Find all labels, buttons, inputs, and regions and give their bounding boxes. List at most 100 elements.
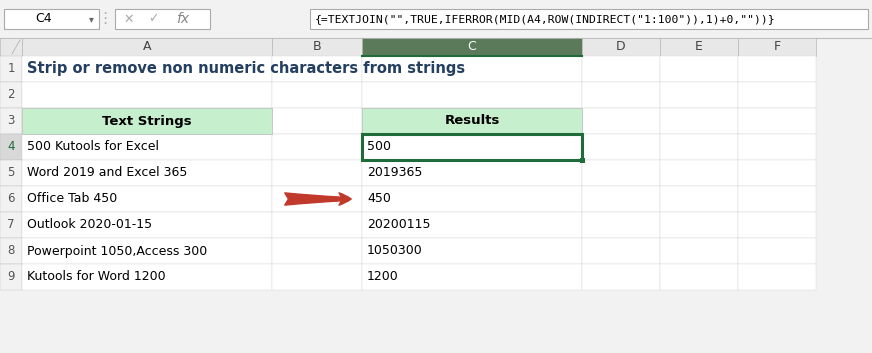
Text: Kutools for Word 1200: Kutools for Word 1200 bbox=[27, 270, 166, 283]
Bar bbox=[22, 238, 272, 264]
Bar bbox=[0, 38, 22, 56]
Bar bbox=[582, 134, 660, 160]
Bar bbox=[362, 134, 582, 160]
Bar bbox=[115, 9, 210, 29]
Text: 1: 1 bbox=[7, 62, 15, 76]
Bar bbox=[582, 186, 660, 212]
Bar bbox=[582, 108, 660, 134]
Bar bbox=[738, 160, 816, 186]
Text: 3: 3 bbox=[7, 114, 15, 127]
Bar bbox=[272, 186, 362, 212]
Bar bbox=[0, 238, 22, 264]
Bar bbox=[22, 134, 272, 160]
Text: 1200: 1200 bbox=[367, 270, 399, 283]
Bar bbox=[4, 9, 99, 29]
Bar bbox=[582, 160, 660, 186]
Bar bbox=[362, 38, 582, 56]
Bar bbox=[272, 212, 362, 238]
Bar bbox=[660, 108, 738, 134]
Text: fx: fx bbox=[176, 12, 189, 26]
Bar bbox=[22, 186, 272, 212]
Text: 500 Kutools for Excel: 500 Kutools for Excel bbox=[27, 140, 159, 154]
Text: 450: 450 bbox=[367, 192, 391, 205]
Bar bbox=[272, 82, 362, 108]
Bar bbox=[0, 212, 22, 238]
Text: Office Tab 450: Office Tab 450 bbox=[27, 192, 117, 205]
Bar bbox=[738, 108, 816, 134]
Bar bbox=[362, 160, 582, 186]
Bar bbox=[272, 238, 362, 264]
Bar bbox=[0, 186, 22, 212]
Text: ✓: ✓ bbox=[147, 12, 158, 25]
Text: A: A bbox=[143, 41, 151, 54]
Text: D: D bbox=[617, 41, 626, 54]
Bar bbox=[660, 238, 738, 264]
Text: 1050300: 1050300 bbox=[367, 245, 423, 257]
Bar bbox=[362, 108, 582, 134]
Bar bbox=[272, 264, 362, 290]
Bar bbox=[362, 186, 582, 212]
Text: 4: 4 bbox=[7, 140, 15, 154]
Text: Powerpoint 1050,Access 300: Powerpoint 1050,Access 300 bbox=[27, 245, 208, 257]
Bar bbox=[660, 56, 738, 82]
Text: 8: 8 bbox=[7, 245, 15, 257]
Text: Word 2019 and Excel 365: Word 2019 and Excel 365 bbox=[27, 167, 187, 179]
Bar bbox=[582, 212, 660, 238]
Bar bbox=[660, 186, 738, 212]
Text: C4: C4 bbox=[35, 12, 51, 25]
Bar bbox=[272, 134, 362, 160]
Bar bbox=[0, 134, 22, 160]
Bar bbox=[22, 108, 272, 134]
Bar bbox=[0, 160, 22, 186]
Bar bbox=[362, 82, 582, 108]
Bar bbox=[582, 264, 660, 290]
Text: E: E bbox=[695, 41, 703, 54]
Text: 500: 500 bbox=[367, 140, 391, 154]
Bar bbox=[272, 160, 362, 186]
Bar bbox=[580, 157, 584, 162]
Bar bbox=[582, 56, 660, 82]
Text: 9: 9 bbox=[7, 270, 15, 283]
Bar bbox=[310, 9, 868, 29]
Bar bbox=[738, 238, 816, 264]
Bar bbox=[272, 56, 362, 82]
Bar bbox=[362, 108, 582, 134]
Bar bbox=[22, 82, 272, 108]
Bar bbox=[362, 212, 582, 238]
Bar bbox=[22, 56, 272, 82]
Bar bbox=[582, 38, 660, 56]
Text: ⋮: ⋮ bbox=[98, 12, 112, 26]
Bar bbox=[738, 82, 816, 108]
Text: F: F bbox=[773, 41, 780, 54]
Bar bbox=[0, 264, 22, 290]
Bar bbox=[22, 212, 272, 238]
Bar bbox=[22, 38, 272, 56]
Bar bbox=[0, 56, 22, 82]
Text: 2: 2 bbox=[7, 89, 15, 102]
Bar bbox=[738, 212, 816, 238]
Bar bbox=[660, 134, 738, 160]
Bar bbox=[660, 212, 738, 238]
Bar bbox=[0, 108, 22, 134]
Text: 2019365: 2019365 bbox=[367, 167, 422, 179]
Text: {=TEXTJOIN("",TRUE,IFERROR(MID(A4,ROW(INDIRECT("1:100")),1)+0,""))}: {=TEXTJOIN("",TRUE,IFERROR(MID(A4,ROW(IN… bbox=[315, 14, 775, 24]
Text: 20200115: 20200115 bbox=[367, 219, 431, 232]
Bar bbox=[272, 108, 362, 134]
Text: Text Strings: Text Strings bbox=[102, 114, 192, 127]
Text: B: B bbox=[313, 41, 321, 54]
Bar bbox=[738, 56, 816, 82]
Bar bbox=[0, 82, 22, 108]
Text: 7: 7 bbox=[7, 219, 15, 232]
Bar bbox=[660, 264, 738, 290]
Bar bbox=[0, 0, 872, 38]
Text: ▾: ▾ bbox=[89, 14, 93, 24]
Text: Outlook 2020-01-15: Outlook 2020-01-15 bbox=[27, 219, 152, 232]
Bar bbox=[362, 238, 582, 264]
Bar bbox=[582, 238, 660, 264]
Text: Results: Results bbox=[445, 114, 500, 127]
Bar bbox=[660, 82, 738, 108]
Bar bbox=[738, 186, 816, 212]
Bar bbox=[582, 82, 660, 108]
Text: C: C bbox=[467, 41, 476, 54]
Text: ✕: ✕ bbox=[124, 12, 134, 25]
